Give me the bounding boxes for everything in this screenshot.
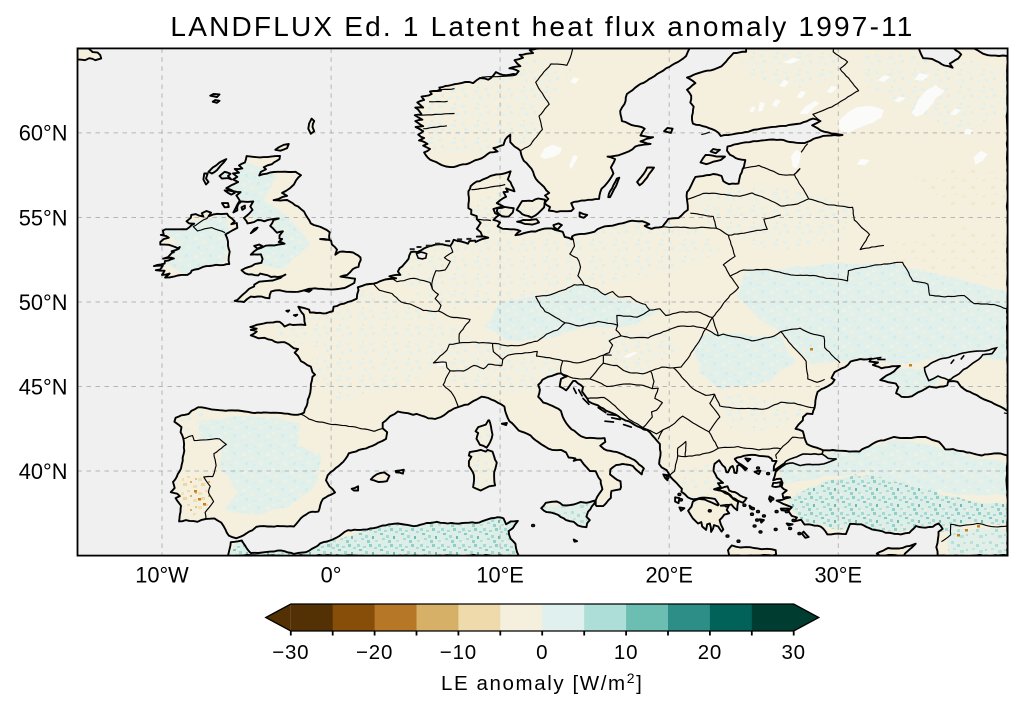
svg-text:−10: −10 (440, 641, 477, 664)
svg-text:30°E: 30°E (815, 562, 863, 587)
svg-text:10°W: 10°W (135, 562, 189, 587)
svg-text:60°N: 60°N (19, 121, 68, 146)
svg-text:10: 10 (614, 641, 638, 664)
svg-text:20: 20 (698, 641, 722, 664)
svg-text:20°E: 20°E (645, 562, 693, 587)
svg-text:55°N: 55°N (19, 205, 68, 230)
svg-text:45°N: 45°N (19, 374, 68, 399)
svg-text:−20: −20 (356, 641, 393, 664)
svg-text:0: 0 (536, 641, 548, 664)
svg-text:40°N: 40°N (19, 459, 68, 484)
svg-text:0°: 0° (321, 562, 342, 587)
svg-text:LANDFLUX Ed. 1 Latent heat flu: LANDFLUX Ed. 1 Latent heat flux anomaly … (170, 11, 914, 42)
svg-text:30: 30 (781, 641, 805, 664)
svg-text:10°E: 10°E (476, 562, 524, 587)
svg-text:−30: −30 (272, 641, 309, 664)
svg-text:LE anomaly [W/m2]: LE anomaly [W/m2] (441, 670, 643, 695)
svg-text:50°N: 50°N (19, 290, 68, 315)
